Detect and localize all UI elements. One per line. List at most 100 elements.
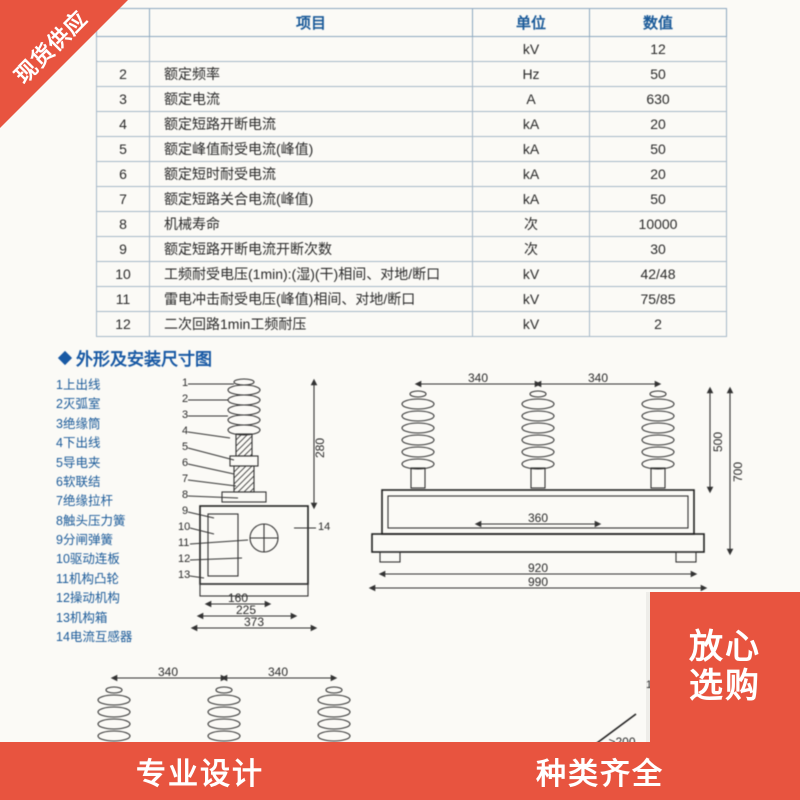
cell-idx: 4 [97, 112, 150, 137]
table-row: 11雷电冲击耐受电压(峰值)相间、对地/断口kV75/85 [97, 287, 727, 312]
dim-340b: 340 [588, 371, 608, 385]
cell-val: 50 [590, 62, 727, 87]
cell-idx: 12 [97, 312, 150, 337]
upper-svg: 1 2 3 4 5 6 7 8 9 10 11 12 13 [172, 374, 732, 624]
front-view: 340 340 [372, 371, 745, 589]
table-row: 8机械寿命次10000 [97, 212, 727, 237]
svg-text:3: 3 [182, 409, 188, 421]
svg-text:1: 1 [182, 377, 188, 389]
svg-text:7: 7 [182, 473, 188, 485]
cell-idx: 9 [97, 237, 150, 262]
cell-name: 额定短路开断电流 [150, 112, 473, 137]
cell-name: 额定短路开断电流开断次数 [150, 237, 473, 262]
dim-990: 990 [528, 575, 548, 589]
dim-500: 500 [711, 432, 725, 452]
table-row: 4额定短路开断电流kA20 [97, 112, 727, 137]
cell-unit: kA [473, 187, 590, 212]
svg-text:6: 6 [182, 457, 188, 469]
table-row: 12二次回路1min工频耐压kV2 [97, 312, 727, 337]
cell-name: 额定电流 [150, 87, 473, 112]
legend-item: 10驱动连板 [56, 550, 164, 569]
th-unit: 单位 [473, 9, 590, 37]
page-root: 项目 单位 数值 kV122额定频率Hz503额定电流A6304额定短路开断电流… [0, 0, 800, 800]
banner-right: 种类齐全 [536, 749, 664, 793]
cell-val: 30 [590, 237, 727, 262]
cell-val: 2 [590, 312, 727, 337]
svg-text:14: 14 [318, 521, 330, 533]
cell-unit: A [473, 87, 590, 112]
dim-920: 920 [528, 561, 548, 575]
cell-idx: 11 [97, 287, 150, 312]
cell-name: 额定频率 [150, 62, 473, 87]
legend-item: 9分闸弹簧 [56, 531, 164, 550]
dim-l340b: 340 [268, 665, 288, 679]
th-name: 项目 [150, 9, 473, 37]
side-view: 1 2 3 4 5 6 7 8 9 10 11 12 13 [178, 377, 330, 629]
cell-val: 630 [590, 87, 727, 112]
cell-idx: 2 [97, 62, 150, 87]
table-row: 5额定峰值耐受电流(峰值)kA50 [97, 137, 727, 162]
cell-idx: 5 [97, 137, 150, 162]
dim-340a: 340 [468, 371, 488, 385]
svg-text:9: 9 [182, 505, 188, 517]
cell-idx: 10 [97, 262, 150, 287]
dim-700: 700 [731, 462, 745, 482]
svg-text:12: 12 [178, 553, 190, 565]
dim-360: 360 [528, 511, 548, 525]
table-row: 9额定短路开断电流开断次数次30 [97, 237, 727, 262]
cell-unit: kV [473, 37, 590, 62]
table-row: 2额定频率Hz50 [97, 62, 727, 87]
th-val: 数值 [590, 9, 727, 37]
cell-unit: kV [473, 262, 590, 287]
bottom-banner: 专业设计 种类齐全 [0, 742, 800, 800]
badge-br-line2: 选购 [689, 667, 761, 706]
legend-item: 6软联结 [56, 473, 164, 492]
table-row: 3额定电流A630 [97, 87, 727, 112]
table-row: kV12 [97, 37, 727, 62]
legend-item: 5导电夹 [56, 454, 164, 473]
legend-item: 2灭弧室 [56, 395, 164, 414]
svg-text:2: 2 [182, 393, 188, 405]
badge-bottom-right: 放心 选购 [650, 592, 800, 742]
legend-item: 12操动机构 [56, 589, 164, 608]
cell-val: 10000 [590, 212, 727, 237]
legend-item: 11机构凸轮 [56, 570, 164, 589]
table-row: 10工频耐受电压(1min):(湿)(干)相间、对地/断口kV42/48 [97, 262, 727, 287]
upper-diagrams: 1 2 3 4 5 6 7 8 9 10 11 12 13 [172, 374, 732, 664]
cell-val: 50 [590, 187, 727, 212]
section-title-text: 外形及安装尺寸图 [76, 345, 212, 370]
dim-l340a: 340 [158, 665, 178, 679]
section-title: 外形及安装尺寸图 [60, 345, 800, 370]
parts-legend: 1上出线2灭弧室3绝缘筒4下出线5导电夹6软联结7绝缘拉杆8触头压力簧9分闸弹簧… [56, 374, 164, 647]
cell-name: 额定短路关合电流(峰值) [150, 187, 473, 212]
svg-text:10: 10 [178, 521, 190, 533]
cell-idx: 8 [97, 212, 150, 237]
cell-val: 12 [590, 37, 727, 62]
spec-table: 项目 单位 数值 kV122额定频率Hz503额定电流A6304额定短路开断电流… [96, 8, 727, 337]
svg-text:13: 13 [178, 569, 190, 581]
badge-br-line1: 放心 [689, 628, 761, 667]
cell-unit: kV [473, 312, 590, 337]
cell-idx: 3 [97, 87, 150, 112]
cell-idx: 7 [97, 187, 150, 212]
svg-text:8: 8 [182, 489, 188, 501]
cell-name: 额定峰值耐受电流(峰值) [150, 137, 473, 162]
cell-idx [97, 37, 150, 62]
cell-unit: 次 [473, 212, 590, 237]
svg-text:4: 4 [182, 425, 188, 437]
cell-unit: kA [473, 112, 590, 137]
dim-280: 280 [313, 438, 327, 458]
legend-item: 13机构箱 [56, 609, 164, 628]
legend-item: 14电流互感器 [56, 628, 164, 647]
legend-item: 3绝缘筒 [56, 415, 164, 434]
cell-val: 50 [590, 137, 727, 162]
cell-name [150, 37, 473, 62]
cell-unit: kA [473, 137, 590, 162]
legend-item: 4下出线 [56, 434, 164, 453]
cell-val: 75/85 [590, 287, 727, 312]
cell-name: 额定短时耐受电流 [150, 162, 473, 187]
cell-val: 20 [590, 162, 727, 187]
spec-table-body: kV122额定频率Hz503额定电流A6304额定短路开断电流kA205额定峰值… [97, 37, 727, 337]
cell-idx: 6 [97, 162, 150, 187]
cell-unit: kA [473, 162, 590, 187]
